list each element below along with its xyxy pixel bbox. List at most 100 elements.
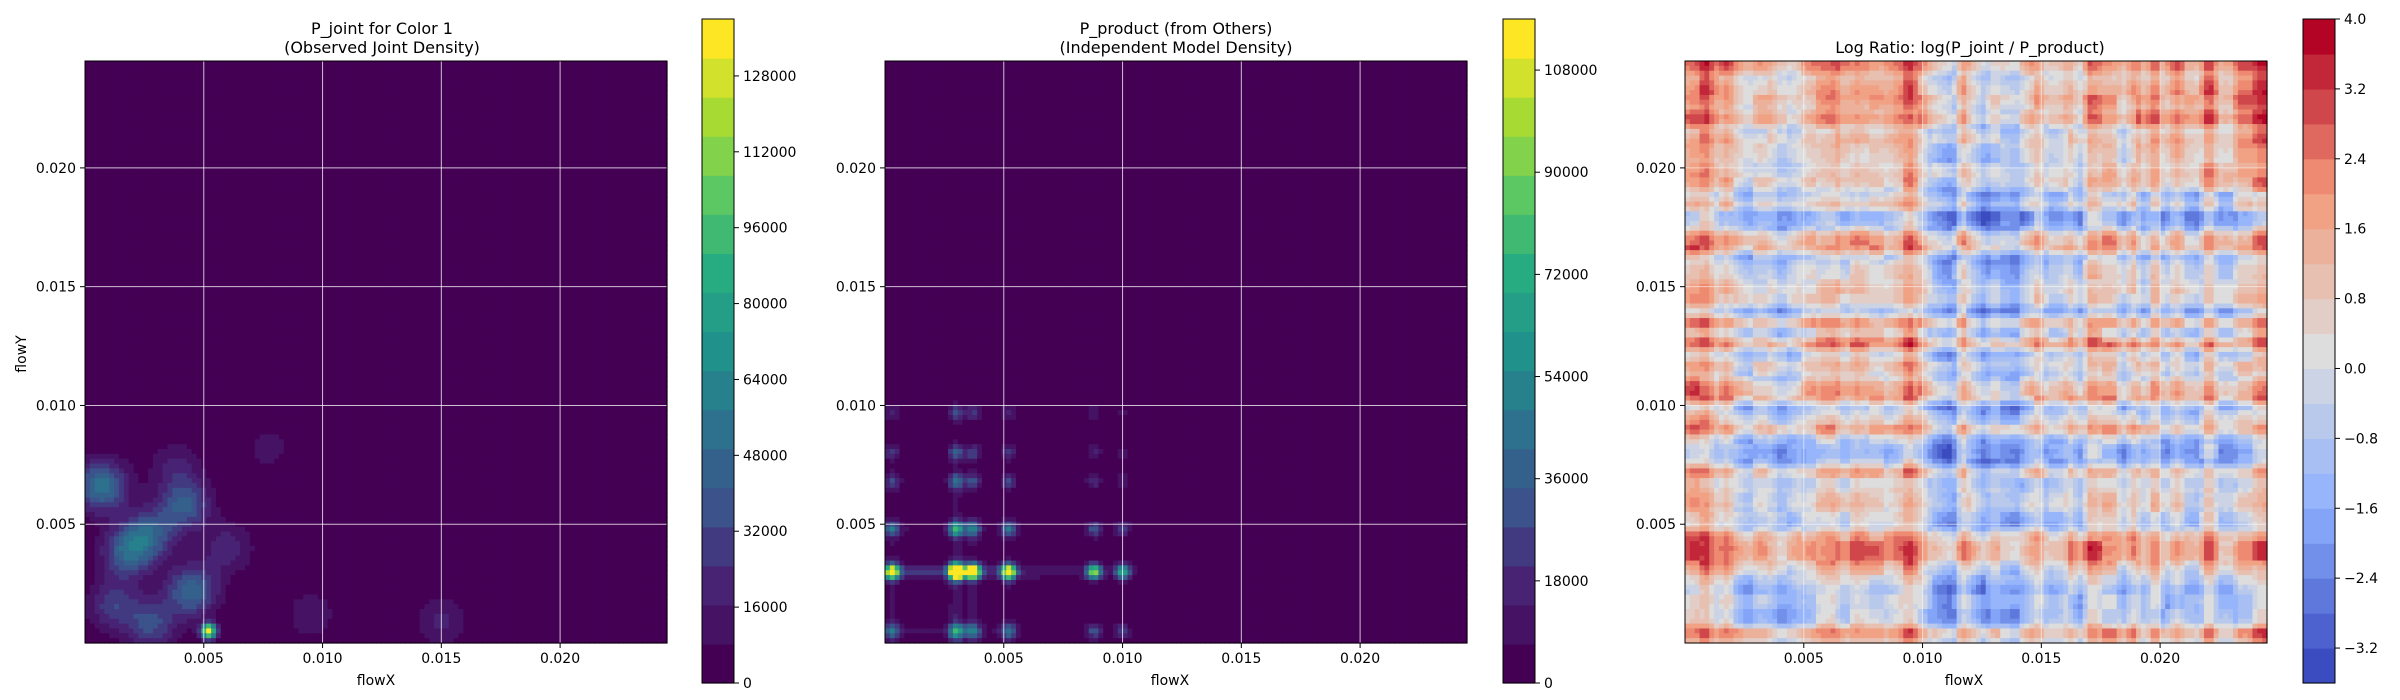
heatmap-cell [206, 104, 212, 111]
heatmap-cell [342, 61, 348, 67]
heatmap-cell [220, 167, 227, 174]
heatmap-cell [642, 114, 649, 120]
heatmap-cell [536, 114, 542, 120]
heatmap-cell [628, 99, 634, 106]
heatmap-cell [269, 114, 275, 120]
heatmap-cell [283, 206, 290, 212]
heatmap-cell [342, 240, 348, 246]
heatmap-cell [143, 94, 149, 101]
heatmap-cell [555, 104, 561, 111]
heatmap-cell [99, 143, 105, 149]
heatmap-cell [448, 245, 455, 251]
heatmap-cell [662, 143, 668, 149]
heatmap-cell [502, 240, 508, 246]
heatmap-cell [647, 143, 654, 149]
heatmap-cell [269, 172, 275, 178]
heatmap-cell [235, 235, 241, 242]
heatmap-cell [186, 259, 193, 266]
heatmap-cell [308, 109, 314, 115]
heatmap-cell [628, 109, 634, 115]
heatmap-cell [599, 235, 605, 242]
heatmap-cell [584, 138, 590, 145]
heatmap-cell [143, 172, 149, 178]
heatmap-cell [633, 75, 639, 81]
heatmap-cell [628, 138, 634, 145]
heatmap-cell [487, 90, 493, 96]
heatmap-cell [346, 109, 353, 115]
heatmap-cell [589, 65, 595, 72]
heatmap-cell [118, 109, 125, 115]
heatmap-cell [351, 138, 358, 145]
heatmap-cell [312, 99, 319, 106]
heatmap-cell [429, 182, 435, 188]
heatmap-cell [308, 187, 314, 193]
heatmap-cell [211, 75, 217, 81]
heatmap-cell [429, 259, 435, 266]
heatmap-cell [371, 225, 377, 232]
heatmap-cell [225, 80, 232, 86]
heatmap-cell [274, 206, 280, 212]
heatmap-cell [89, 128, 96, 135]
heatmap-cell [303, 235, 309, 242]
heatmap-cell [579, 230, 586, 237]
heatmap-cell [502, 177, 508, 183]
heatmap-cell [594, 104, 600, 111]
heatmap-cell [468, 182, 474, 188]
heatmap-cell [550, 138, 557, 145]
heatmap-cell [414, 138, 421, 145]
heatmap-cell [468, 250, 474, 256]
heatmap-cell [327, 225, 333, 232]
heatmap-cell [283, 158, 290, 164]
heatmap-cell [186, 177, 193, 183]
heatmap-cell [245, 245, 251, 251]
heatmap-cell [536, 191, 542, 198]
heatmap-cell [453, 182, 460, 188]
heatmap-cell [565, 235, 571, 242]
heatmap-cell [128, 196, 135, 203]
heatmap-cell [322, 182, 329, 188]
heatmap-cell [308, 201, 314, 208]
heatmap-cell [177, 124, 183, 130]
heatmap-cell [652, 162, 658, 169]
heatmap-cell [148, 250, 154, 256]
heatmap-cell [531, 119, 537, 125]
heatmap-cell [608, 153, 615, 159]
heatmap-cell [419, 230, 426, 237]
heatmap-cell [526, 250, 532, 256]
heatmap-cell [497, 211, 503, 217]
heatmap-cell [652, 196, 658, 203]
heatmap-cell [603, 80, 610, 86]
heatmap-cell [608, 162, 615, 169]
heatmap-cell [332, 240, 338, 246]
heatmap-cell [574, 216, 581, 222]
heatmap-cell [249, 177, 256, 183]
heatmap-cell [424, 158, 430, 164]
heatmap-cell [642, 133, 649, 140]
heatmap-cell [303, 177, 309, 183]
heatmap-cell [152, 90, 159, 96]
heatmap-cell [468, 65, 474, 72]
heatmap-cell [283, 211, 290, 217]
heatmap-cell [235, 70, 241, 77]
heatmap-cell [303, 191, 309, 198]
heatmap-cell [380, 221, 387, 227]
heatmap-cell [351, 75, 358, 81]
heatmap-cell [186, 61, 193, 67]
heatmap-cell [109, 80, 115, 86]
heatmap-cell [385, 250, 392, 256]
heatmap-cell [186, 162, 193, 169]
heatmap-cell [482, 80, 489, 86]
heatmap-cell [254, 206, 261, 212]
heatmap-cell [584, 216, 590, 222]
heatmap-cell [555, 99, 561, 106]
heatmap-cell [361, 65, 367, 72]
heatmap-cell [637, 65, 644, 72]
heatmap-cell [298, 211, 304, 217]
heatmap-cell [332, 109, 338, 115]
heatmap-cell [94, 85, 101, 91]
heatmap-cell [143, 230, 149, 237]
heatmap-cell [356, 216, 363, 222]
heatmap-cell [118, 235, 125, 242]
heatmap-cell [400, 143, 406, 149]
heatmap-cell [579, 128, 586, 135]
